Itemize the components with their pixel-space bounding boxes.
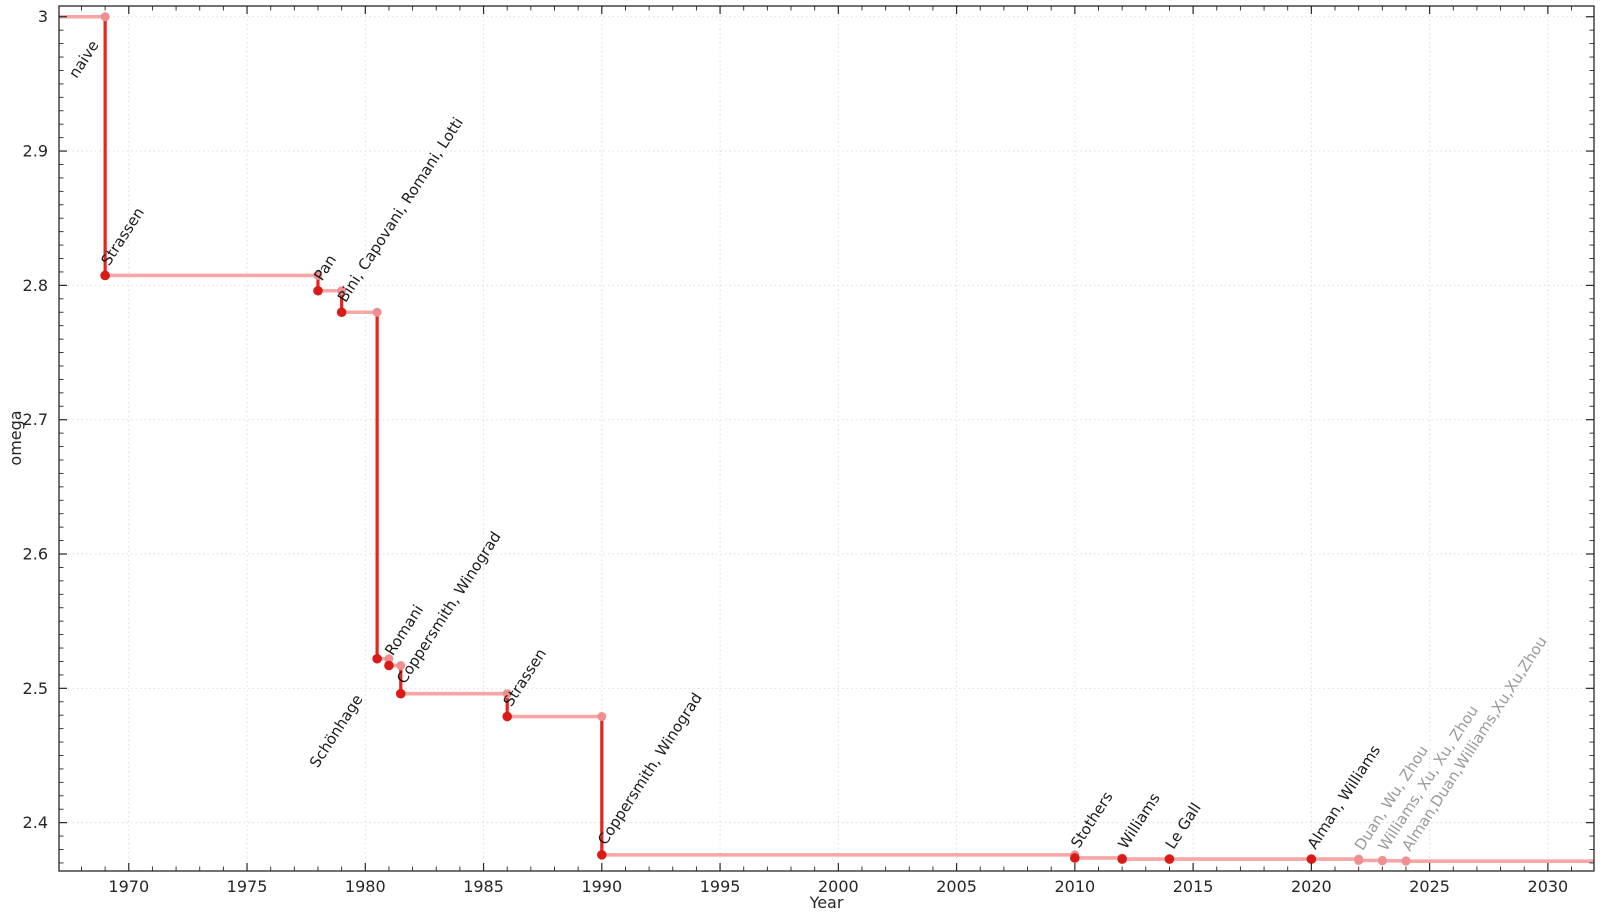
- x-tick-label: 1980: [345, 877, 386, 896]
- data-point-strassen: [100, 270, 110, 281]
- annotation-coppersmith-winograd: Coppersmith, Winograd: [594, 689, 706, 848]
- data-point-sch-nhage: [372, 653, 382, 664]
- step-corner-marker: [337, 286, 347, 296]
- data-point-naive: [100, 12, 110, 22]
- y-axis-title: omega: [6, 410, 25, 466]
- step-corner-marker: [597, 712, 607, 722]
- y-tick-label: 3: [38, 7, 48, 26]
- x-axis-title: Year: [809, 893, 844, 912]
- data-point-alman-williams: [1306, 854, 1317, 864]
- y-tick-label: 2.7: [23, 410, 48, 429]
- annotation-alman-duan-williams-xu-xu-zhou: Alman,Duan,Williams,Xu,Xu,Zhou: [1398, 633, 1550, 854]
- step-corner-marker: [502, 689, 512, 699]
- data-point-williams: [1117, 854, 1127, 864]
- y-tick-label: 2.8: [23, 276, 48, 295]
- data-point-strassen: [502, 711, 513, 722]
- step-corner-marker: [372, 307, 382, 317]
- step-corner-marker: [396, 660, 406, 670]
- data-point-le-gall: [1164, 854, 1175, 864]
- data-point-duan-wu-zhou: [1354, 855, 1364, 865]
- x-tick-label: 1995: [700, 877, 741, 896]
- data-point-coppersmith-winograd: [597, 850, 607, 860]
- step-corner-marker: [384, 654, 394, 664]
- y-tick-label: 2.4: [23, 813, 48, 832]
- annotation-naive: naive: [65, 37, 102, 81]
- y-tick-label: 2.6: [23, 545, 48, 564]
- x-tick-label: 2030: [1528, 877, 1569, 896]
- x-tick-label: 1990: [581, 877, 622, 896]
- annotation-sch-nhage: Schönhage: [306, 691, 367, 771]
- x-tick-label: 2010: [1054, 877, 1095, 896]
- annotation-stothers: Stothers: [1067, 788, 1117, 851]
- annotation-bini-capovani-romani-lotti: Bini, Capovani, Romani, Lotti: [334, 114, 467, 305]
- data-point-bini-capovani-romani-lotti: [336, 307, 347, 318]
- x-tick-label: 2025: [1409, 877, 1450, 896]
- x-tick-label: 1985: [463, 877, 504, 896]
- data-point-romani: [384, 660, 394, 671]
- x-tick-label: 2020: [1291, 877, 1332, 896]
- data-point-williams-xu-xu-zhou: [1377, 856, 1387, 866]
- data-point-coppersmith-winograd: [395, 688, 406, 699]
- annotation-williams: Williams: [1114, 790, 1163, 853]
- annotation-strassen: Strassen: [499, 645, 550, 709]
- plot-frame: [58, 5, 1595, 872]
- x-tick-label: 2015: [1173, 877, 1214, 896]
- data-point-pan: [313, 285, 323, 296]
- annotation-le-gall: Le Gall: [1162, 799, 1205, 852]
- y-tick-label: 2.9: [23, 142, 48, 161]
- data-point-stothers: [1070, 853, 1080, 863]
- step-corner-marker: [313, 270, 323, 280]
- x-tick-label: 1975: [227, 877, 268, 896]
- x-tick-label: 2000: [818, 877, 859, 896]
- annotation-pan: Pan: [310, 251, 340, 284]
- x-tick-label: 2005: [936, 877, 977, 896]
- x-tick-label: 1970: [108, 877, 149, 896]
- data-point-alman-duan-williams-xu-xu-zhou: [1401, 856, 1411, 866]
- y-tick-label: 2.5: [23, 679, 48, 698]
